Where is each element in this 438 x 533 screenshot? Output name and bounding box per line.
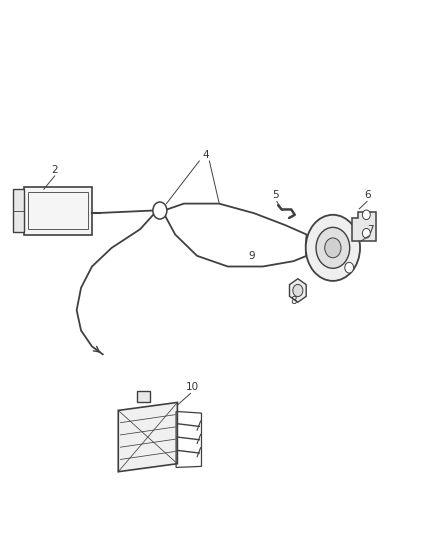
Circle shape <box>293 285 303 296</box>
Circle shape <box>345 262 353 273</box>
Circle shape <box>306 215 360 281</box>
FancyBboxPatch shape <box>24 187 92 235</box>
Circle shape <box>153 202 167 219</box>
Text: 6: 6 <box>364 190 371 200</box>
Circle shape <box>362 229 370 238</box>
Polygon shape <box>290 279 306 302</box>
Polygon shape <box>118 402 177 472</box>
Text: 9: 9 <box>248 251 255 261</box>
Text: 10: 10 <box>186 382 199 392</box>
Circle shape <box>362 210 370 220</box>
Circle shape <box>316 228 350 268</box>
Text: 2: 2 <box>51 165 58 175</box>
Text: 8: 8 <box>290 296 297 306</box>
Text: 4: 4 <box>202 150 209 160</box>
Text: 5: 5 <box>272 190 279 200</box>
Circle shape <box>325 238 341 258</box>
Polygon shape <box>13 189 24 232</box>
Text: 7: 7 <box>367 224 374 235</box>
Polygon shape <box>352 212 376 241</box>
FancyBboxPatch shape <box>137 391 150 402</box>
